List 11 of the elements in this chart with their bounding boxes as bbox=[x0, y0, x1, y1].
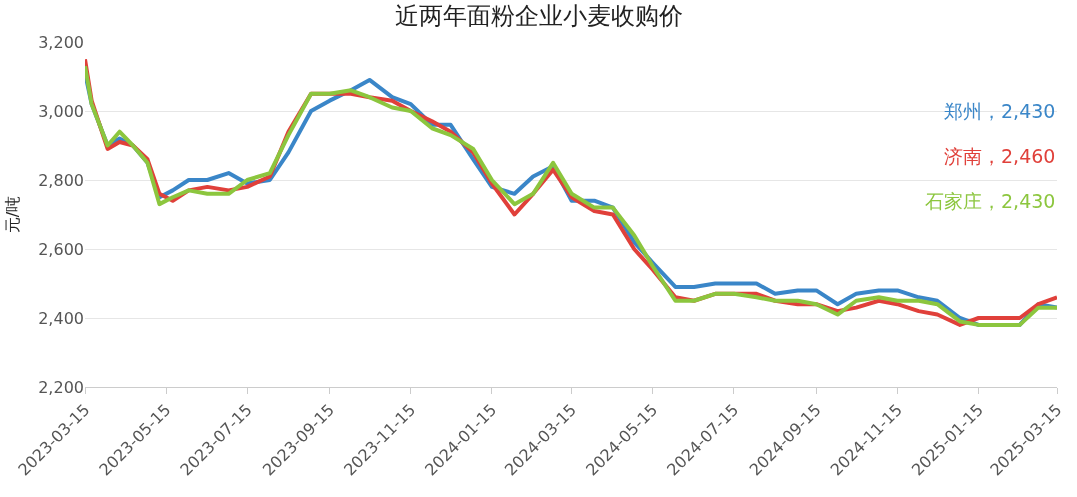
y-tick-label: 2,400 bbox=[38, 308, 84, 328]
text: 郑州，2,430 bbox=[944, 100, 1056, 122]
y-tick-label: 2,600 bbox=[38, 239, 84, 259]
text: 济南，2,460 bbox=[944, 145, 1056, 167]
y-tick-label: 2,200 bbox=[38, 377, 84, 397]
y-tick-label: 2,800 bbox=[38, 170, 84, 190]
y-axis-title: 元/吨 bbox=[3, 195, 23, 234]
chart-title: 近两年面粉企业小麦收购价 bbox=[394, 2, 683, 31]
text: 石家庄，2,430 bbox=[925, 190, 1056, 212]
y-tick-label: 3,200 bbox=[38, 32, 84, 52]
y-tick-label: 3,000 bbox=[38, 101, 84, 121]
